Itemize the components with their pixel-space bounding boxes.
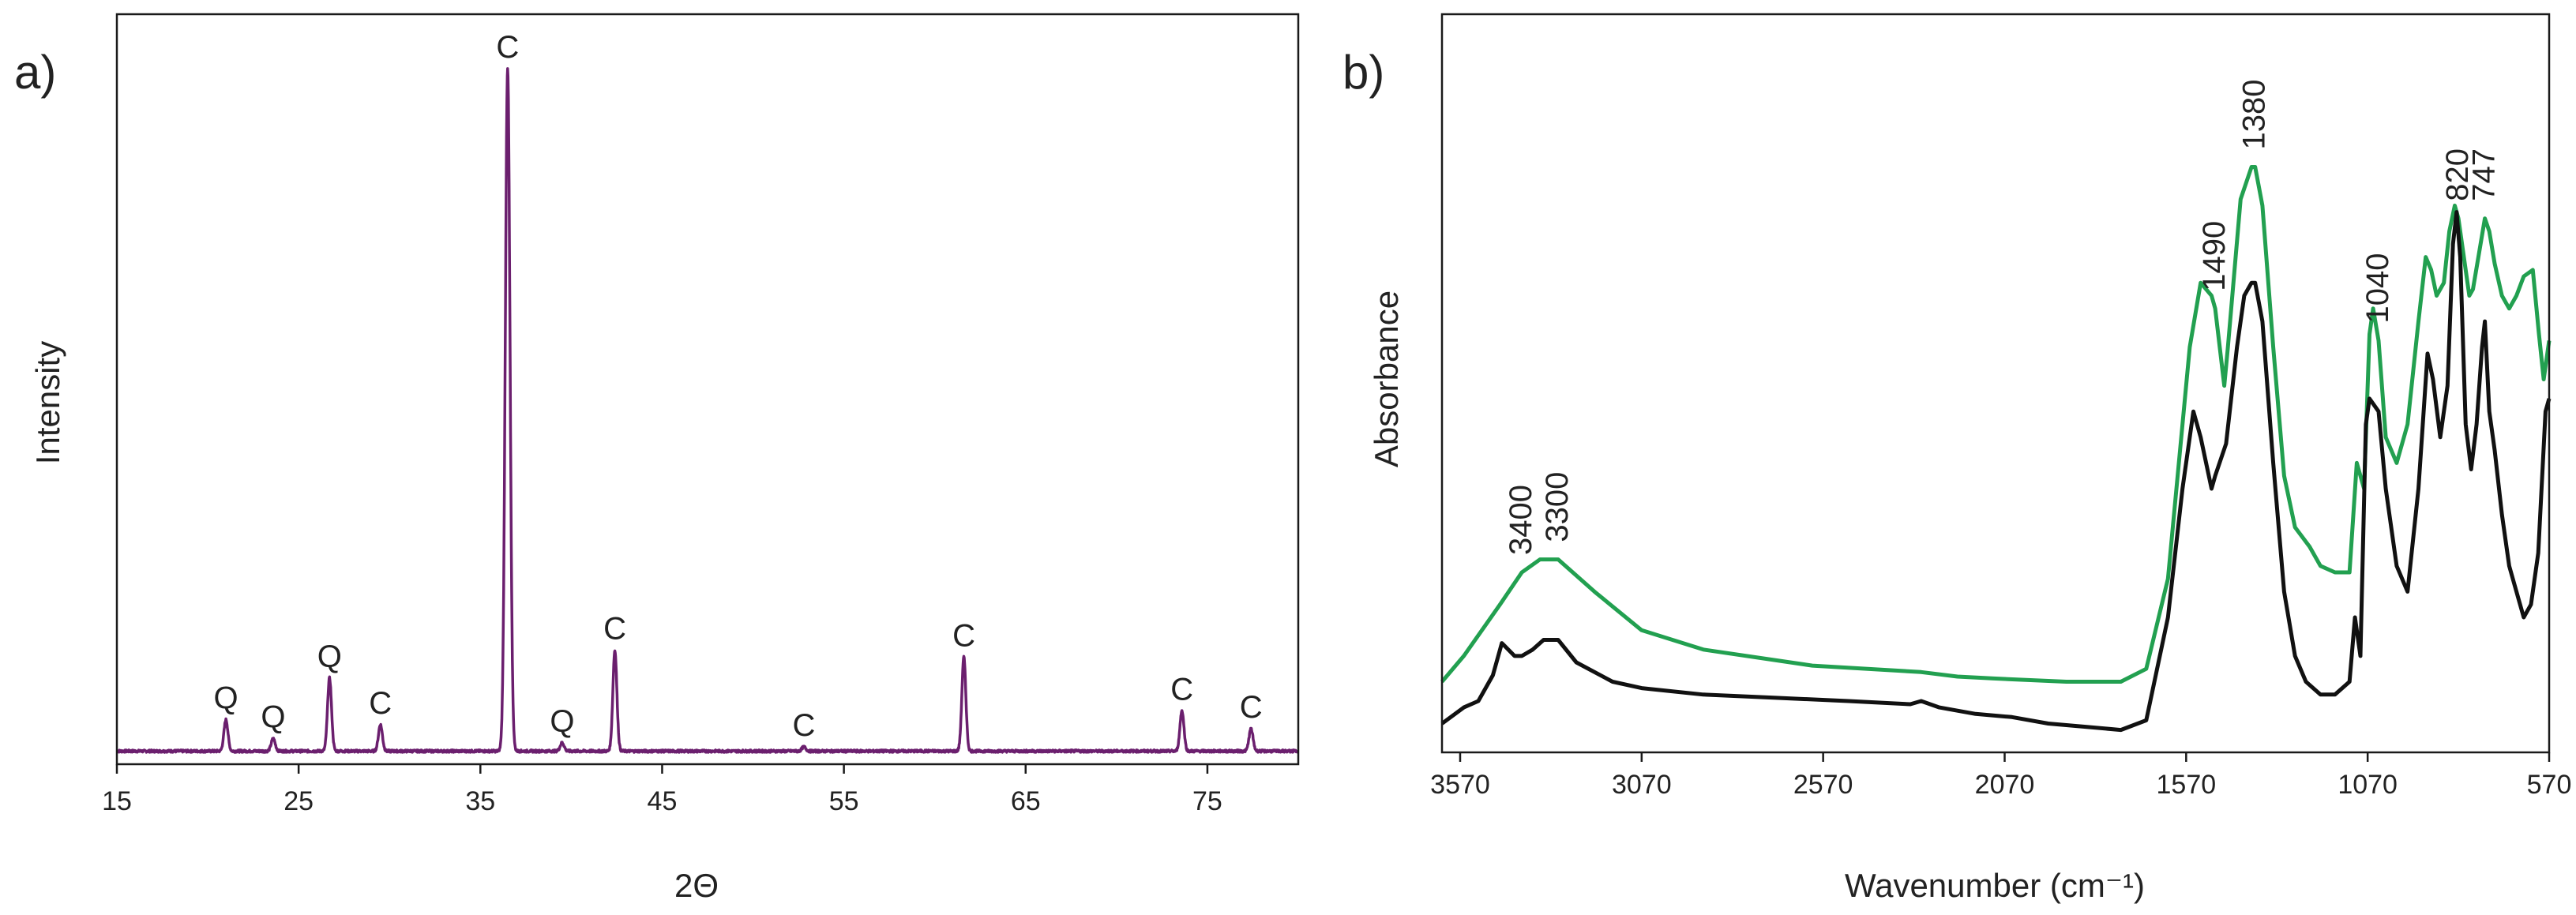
panel-b-label: b) [1342, 46, 1384, 99]
panel-b-x-tick-label: 2070 [1975, 770, 2035, 800]
panel-a-plot-area [115, 67, 1299, 754]
panel-b-ftir-chart: b) Absorbance Wavenumber (cm⁻¹) 3570 3070… [1342, 13, 2571, 904]
panel-b-x-tick-label: 3070 [1612, 770, 1672, 800]
panel-b-plot-area [1440, 165, 2552, 733]
panel-a-y-axis-title: Intensity [29, 341, 66, 464]
panel-a-x-axis-title: 2Θ [674, 867, 719, 904]
panel-a-x-tick-label: 35 [465, 786, 495, 816]
panel-a-peak-label: C [952, 618, 975, 653]
panel-a-x-tick-label: 75 [1192, 786, 1222, 816]
panel-b-peak-label: 1040 [2360, 253, 2395, 324]
panel-b-peak-label: 3300 [1540, 472, 1575, 542]
panel-a-label: a) [14, 46, 56, 99]
panel-b-x-tick-label: 2570 [1793, 770, 1853, 800]
panel-a-peak-label: C [496, 30, 519, 65]
panel-a-x-tick-label: 25 [284, 786, 314, 816]
panel-a-xrd-chart: a) Intensity 2Θ 15 25 35 45 55 65 75 QQQCCQCCC… [14, 13, 1300, 904]
panel-b-x-axis-ticks: 3570 3070 2570 2070 1570 1070 570 [1430, 752, 2571, 800]
panel-a-series-line [115, 67, 1299, 754]
panel-a-peak-label: Q [550, 704, 574, 739]
panel-a-x-tick-label: 65 [1011, 786, 1041, 816]
panel-b-peak-label: 1490 [2197, 221, 2232, 291]
panel-a-x-tick-label: 15 [102, 786, 132, 816]
panel-b-frame [1440, 13, 2551, 754]
panel-b-peak-label: 820 [2440, 148, 2475, 201]
panel-b-peak-label: 747 [2467, 148, 2502, 201]
panel-a-peak-label: Q [317, 639, 342, 674]
panel-b-series-green [1440, 165, 2552, 684]
panel-b-y-axis-title: Absorbance [1368, 291, 1405, 467]
panel-b-x-tick-label: 1570 [2157, 770, 2217, 800]
panel-a-x-tick-label: 45 [648, 786, 678, 816]
panel-b-x-tick-label: 570 [2527, 770, 2572, 800]
panel-b-peak-label: 3400 [1504, 485, 1538, 555]
panel-b-x-tick-label: 1070 [2338, 770, 2398, 800]
panel-a-peak-label: Q [214, 681, 238, 716]
panel-b-x-axis-title: Wavenumber (cm⁻¹) [1845, 867, 2145, 904]
panel-b-x-tick-label: 3570 [1430, 770, 1490, 800]
panel-a-x-tick-label: 55 [829, 786, 859, 816]
panel-b-series-black [1440, 210, 2552, 733]
panel-a-peak-label: C [793, 708, 816, 743]
panel-a-peak-label: C [603, 612, 626, 647]
panel-a-peak-label: C [1240, 690, 1263, 725]
panel-a-x-axis-ticks: 15 25 35 45 55 65 75 [102, 764, 1222, 816]
panel-a-peak-label: Q [261, 700, 285, 735]
panel-b-peak-label: 1380 [2237, 80, 2272, 150]
panel-a-peak-label: C [369, 686, 392, 721]
panel-a-peak-label: C [1170, 672, 1193, 707]
panel-a-frame [115, 13, 1300, 766]
